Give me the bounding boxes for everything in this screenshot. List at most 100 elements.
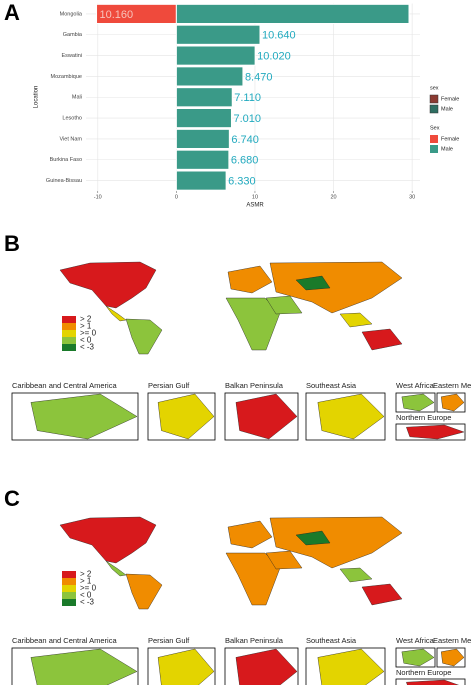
y-tick-label: Guinea-Bissau bbox=[46, 178, 82, 184]
bar bbox=[175, 149, 230, 170]
country-region bbox=[105, 305, 127, 322]
inset-title: Eastern Mediterranean bbox=[433, 636, 471, 645]
legend-swatch bbox=[62, 316, 76, 323]
legend-swatch bbox=[429, 94, 439, 104]
y-tick-label: Gambia bbox=[63, 32, 83, 38]
country-region bbox=[339, 312, 373, 328]
y-tick-label: Eswatini bbox=[62, 53, 82, 59]
x-axis-title: ASMR bbox=[246, 203, 264, 209]
country-region bbox=[295, 275, 331, 291]
legend-swatch bbox=[62, 344, 76, 351]
value-label: 6.740 bbox=[231, 134, 259, 146]
inset-region bbox=[406, 679, 459, 685]
inset-title: Southeast Asia bbox=[306, 381, 357, 390]
legend-label: > 1 bbox=[80, 322, 92, 331]
country-region bbox=[361, 583, 403, 606]
inset-region bbox=[235, 648, 298, 685]
legend-title: sex bbox=[430, 85, 439, 91]
country-region bbox=[269, 516, 403, 569]
world-map bbox=[59, 261, 403, 355]
legend-label: < 0 bbox=[80, 336, 92, 345]
inset-region bbox=[235, 393, 298, 440]
legend-swatch bbox=[430, 135, 438, 143]
country-region bbox=[295, 530, 331, 546]
value-label: 6.680 bbox=[231, 155, 259, 167]
inset-title: West Africa bbox=[396, 381, 435, 390]
inset-title: Balkan Peninsula bbox=[225, 381, 284, 390]
legend-swatch bbox=[430, 145, 438, 153]
inset-title: Persian Gulf bbox=[148, 636, 190, 645]
inset-title: Persian Gulf bbox=[148, 381, 190, 390]
inset-region bbox=[317, 393, 385, 440]
legend-swatch bbox=[62, 571, 76, 578]
bar bbox=[175, 87, 233, 108]
legend-label: > 1 bbox=[80, 577, 92, 586]
country-region bbox=[227, 265, 273, 294]
x-tick-label: 20 bbox=[330, 194, 336, 200]
country-region bbox=[225, 297, 281, 351]
legend-swatch bbox=[62, 330, 76, 337]
legend-label: Female bbox=[441, 96, 459, 102]
y-tick-label: Burkina Faso bbox=[50, 157, 82, 163]
country-region bbox=[59, 261, 157, 309]
bar bbox=[175, 45, 256, 66]
bar bbox=[175, 66, 244, 87]
legend-swatch bbox=[62, 578, 76, 585]
legend-title: Sex bbox=[430, 125, 440, 131]
y-axis-title: Location bbox=[34, 86, 40, 109]
legend-swatch bbox=[62, 323, 76, 330]
legend-label: Male bbox=[441, 146, 453, 152]
value-label: 10.160 bbox=[100, 9, 134, 21]
inset-region bbox=[440, 393, 465, 412]
value-label: 10.020 bbox=[257, 50, 291, 62]
legend-label: < -3 bbox=[80, 343, 95, 352]
panel-label: A bbox=[4, 0, 20, 25]
legend-label: >= 0 bbox=[80, 584, 97, 593]
legend-label: > 2 bbox=[80, 315, 92, 324]
bar bbox=[175, 170, 227, 191]
bar bbox=[175, 108, 232, 129]
inset-region bbox=[401, 648, 435, 667]
legend-label: < 0 bbox=[80, 591, 92, 600]
country-region bbox=[225, 552, 281, 606]
y-tick-label: Lesotho bbox=[62, 116, 82, 122]
x-tick-label: 0 bbox=[175, 194, 178, 200]
y-tick-label: Mali bbox=[72, 95, 82, 101]
x-tick-label: 10 bbox=[252, 194, 258, 200]
country-region bbox=[361, 328, 403, 351]
inset-region bbox=[317, 648, 385, 685]
country-region bbox=[227, 520, 273, 549]
y-tick-label: Mongolia bbox=[60, 11, 83, 17]
inset-title: Northern Europe bbox=[396, 668, 451, 677]
legend-label: Male bbox=[441, 106, 453, 112]
inset-title: Southeast Asia bbox=[306, 636, 357, 645]
country-region bbox=[125, 573, 163, 610]
legend-label: > 2 bbox=[80, 570, 92, 579]
x-tick-label: -10 bbox=[94, 194, 102, 200]
inset-region bbox=[401, 393, 435, 412]
inset-region bbox=[440, 648, 465, 667]
country-region bbox=[265, 295, 303, 315]
legend-swatch bbox=[429, 104, 439, 114]
inset-title: West Africa bbox=[396, 636, 435, 645]
inset-region bbox=[30, 393, 138, 440]
value-label: 7.010 bbox=[233, 113, 261, 125]
legend-swatch bbox=[62, 585, 76, 592]
country-region bbox=[269, 261, 403, 314]
inset-region bbox=[30, 648, 138, 685]
value-label: 10.640 bbox=[262, 30, 296, 42]
value-label: 8.470 bbox=[245, 71, 273, 83]
panel-label: B bbox=[4, 231, 20, 256]
panel-label: C bbox=[4, 486, 20, 511]
bar bbox=[175, 24, 261, 45]
legend-label: Female bbox=[441, 136, 459, 142]
inset-title: Balkan Peninsula bbox=[225, 636, 284, 645]
x-tick-label: 30 bbox=[409, 194, 415, 200]
bar bbox=[175, 3, 410, 24]
legend-swatch bbox=[62, 599, 76, 606]
legend-swatch bbox=[62, 592, 76, 599]
legend-swatch bbox=[62, 337, 76, 344]
value-label: 6.330 bbox=[228, 175, 256, 187]
